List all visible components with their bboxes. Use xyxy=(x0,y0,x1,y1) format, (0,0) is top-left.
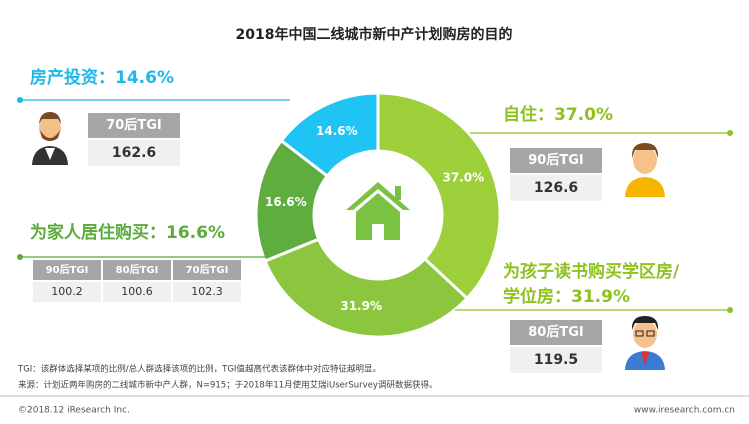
slice-label: 31.9% xyxy=(340,299,382,313)
tgi-header-cell xyxy=(510,148,602,173)
callout-label: 为孩子读书购买学区房/ xyxy=(503,261,680,282)
slice xyxy=(263,237,470,339)
slice xyxy=(254,138,330,264)
house-icon xyxy=(346,182,410,240)
tgi-value-cell xyxy=(103,282,171,302)
tgi-value: 100.2 xyxy=(51,285,83,298)
slice-label: 16.6% xyxy=(265,195,307,209)
tgi-value: 162.6 xyxy=(112,145,156,161)
callout-label: 学位房：31.9% xyxy=(503,286,630,307)
tgi-header-cell xyxy=(33,260,101,280)
slice-label: 14.6% xyxy=(316,124,358,138)
callout-dot xyxy=(727,130,733,136)
slice xyxy=(376,91,502,301)
tgi-header: 80后TGI xyxy=(528,324,583,340)
note: TGI：该群体选择某项的比例/总人群选择该项的比例，TGI值越高代表该群体中对应… xyxy=(17,364,381,375)
tgi-value-cell xyxy=(88,140,180,166)
tgi-header-cell xyxy=(173,260,241,280)
callout-dot xyxy=(727,307,733,313)
tgi-value-cell xyxy=(510,175,602,201)
tgi-header: 90后TGI xyxy=(528,152,583,168)
callout-label: 为家人居住购买：16.6% xyxy=(30,222,225,243)
avatar-80s xyxy=(625,316,665,370)
tgi-value-cell xyxy=(33,282,101,302)
callout-label: 房产投资：14.6% xyxy=(30,67,174,88)
tgi-header-cell xyxy=(88,113,180,138)
callout-dot xyxy=(17,254,23,260)
avatar-70s xyxy=(32,112,68,165)
tgi-header: 70后TGI xyxy=(106,117,161,133)
tgi-header: 90后TGI xyxy=(46,263,89,276)
footer-left: ©2018.12 iResearch Inc. xyxy=(18,406,130,416)
note: 来源：计划近两年购房的二线城市新中产人群，N=915；于2018年11月使用艾瑞… xyxy=(18,380,437,391)
tgi-header: 80后TGI xyxy=(116,263,159,276)
callout-label: 自住：37.0% xyxy=(503,104,613,125)
tgi-value: 100.6 xyxy=(121,285,153,298)
footer-right: www.iresearch.com.cn xyxy=(634,406,735,416)
callout-dot xyxy=(17,97,23,103)
tgi-header-cell xyxy=(510,320,602,345)
title: 2018年中国二线城市新中产计划购房的目的 xyxy=(236,26,513,43)
avatar-90s xyxy=(625,143,665,197)
tgi-value-cell xyxy=(173,282,241,302)
slice-label: 37.0% xyxy=(442,170,484,184)
tgi-value: 102.3 xyxy=(191,285,223,298)
tgi-header: 70后TGI xyxy=(186,263,229,276)
tgi-value: 126.6 xyxy=(534,180,578,196)
tgi-header-cell xyxy=(103,260,171,280)
tgi-value: 119.5 xyxy=(534,352,578,368)
tgi-value-cell xyxy=(510,347,602,373)
